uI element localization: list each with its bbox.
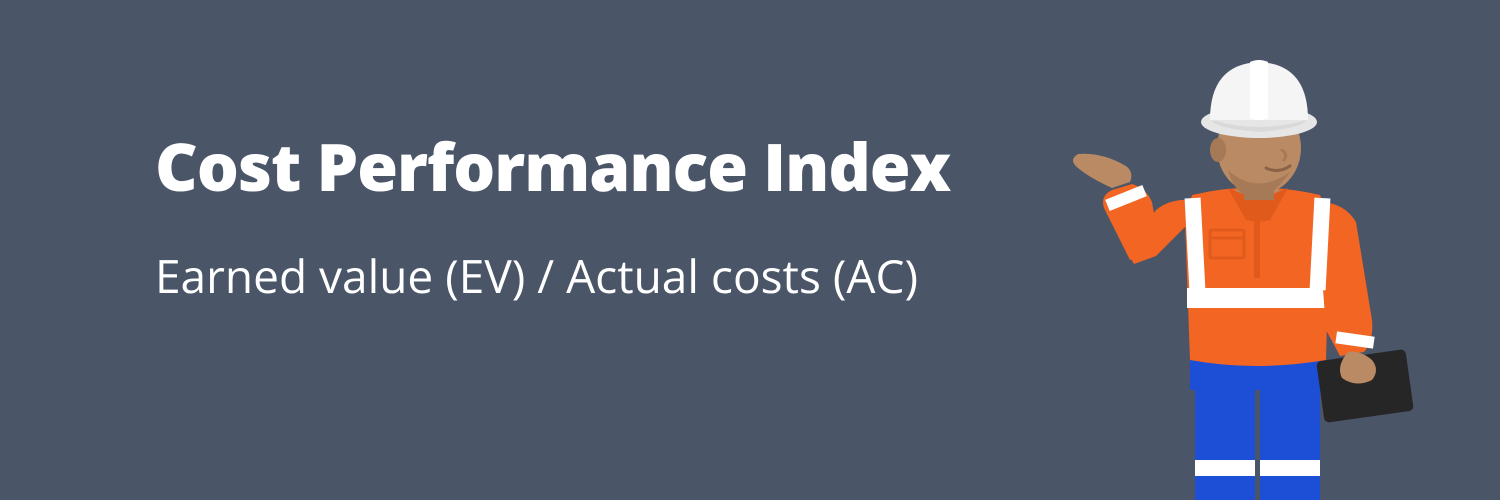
worker-arm-raised (1073, 154, 1200, 264)
worker-legs (1190, 348, 1322, 500)
cpi-banner: Cost Performance Index Earned value (EV)… (0, 0, 1500, 500)
banner-formula: Earned value (EV) / Actual costs (AC) (155, 249, 950, 304)
worker-torso (1185, 187, 1330, 366)
banner-title: Cost Performance Index (155, 130, 950, 203)
hardhat-icon (1201, 60, 1317, 138)
text-block: Cost Performance Index Earned value (EV)… (155, 130, 950, 304)
construction-worker-illustration (1060, 20, 1460, 500)
